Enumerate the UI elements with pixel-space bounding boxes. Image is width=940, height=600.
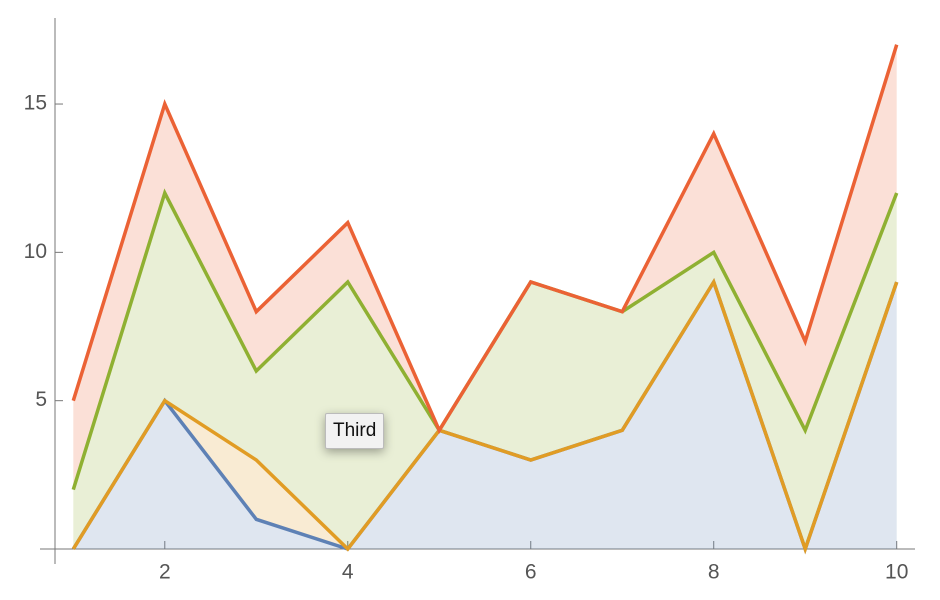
series-line [71, 44, 899, 435]
area-fill [73, 44, 897, 490]
y-tick-label: 5 [35, 388, 47, 411]
area-fill [73, 282, 897, 549]
x-tick-label: 10 [885, 561, 908, 584]
x-tick-label: 8 [708, 561, 720, 584]
y-tick-label: 15 [24, 92, 47, 115]
series-line [71, 277, 899, 555]
x-tick-label: 6 [525, 561, 537, 584]
y-tick-label: 10 [24, 240, 47, 263]
area-fill [73, 193, 897, 549]
x-tick-label: 2 [159, 561, 171, 584]
tooltip: Third [325, 413, 385, 449]
x-tick-label: 4 [342, 561, 354, 584]
